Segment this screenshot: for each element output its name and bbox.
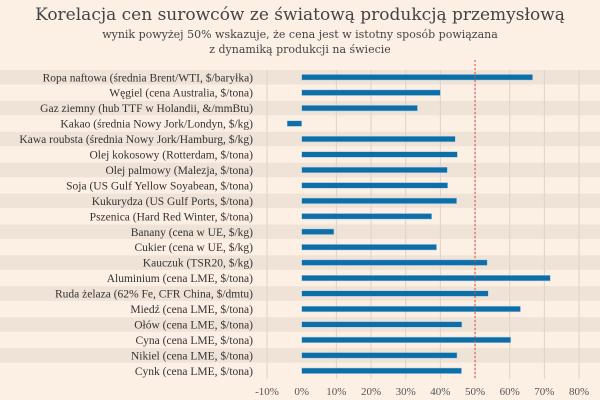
bar xyxy=(301,336,512,343)
x-tick-label: 30% xyxy=(396,386,416,398)
category-label: Olej kokosowy (Rotterdam, $/tona) xyxy=(89,149,253,162)
row-band xyxy=(0,100,600,116)
bar xyxy=(301,136,456,143)
row-band xyxy=(0,131,600,147)
x-tick-label: 0% xyxy=(294,386,309,398)
category-label: Kauczuk (TSR20, $/kg) xyxy=(143,257,253,270)
bar xyxy=(301,367,462,374)
x-tick-label: 50% xyxy=(465,386,485,398)
category-label: Cyna (cena LME, $/tona) xyxy=(135,334,253,347)
row-band xyxy=(0,193,600,209)
row-band xyxy=(0,162,600,178)
category-label: Węgiel (cena Australia, $/tona) xyxy=(109,87,253,100)
row-band xyxy=(0,70,600,85)
category-label: Ruda żelaza (62% Fe, CFR China, $/dmtu) xyxy=(55,288,253,301)
row-band xyxy=(0,224,600,239)
row-band xyxy=(0,286,600,301)
bar xyxy=(301,89,441,96)
x-tick-label: 80% xyxy=(569,386,589,398)
row-band xyxy=(0,255,600,270)
x-tick-label: -10% xyxy=(255,386,279,398)
bar xyxy=(301,352,458,359)
bar xyxy=(301,197,457,204)
bar xyxy=(301,244,437,251)
bar xyxy=(301,321,463,328)
x-tick-label: 10% xyxy=(326,386,346,398)
category-label: Soja (US Gulf Yellow Soyabean, $/tona) xyxy=(66,179,253,192)
bar xyxy=(301,151,458,158)
bar xyxy=(301,74,533,81)
bar xyxy=(301,275,551,282)
bar xyxy=(301,259,488,266)
category-label: Cynk (cena LME, $/tona) xyxy=(135,365,253,378)
x-tick-label: 70% xyxy=(534,386,554,398)
category-label: Nikiel (cena LME, $/tona) xyxy=(131,349,253,362)
category-label: Gaz ziemny (hub TTF w Holandii, &/mmBtu) xyxy=(40,103,253,115)
category-label: Aluminium (cena LME, $/tona) xyxy=(107,272,253,285)
category-label: Olej palmowy (Malezja, $/tona) xyxy=(105,164,253,177)
x-tick-label: 60% xyxy=(500,386,520,398)
row-band xyxy=(0,348,600,363)
bar xyxy=(301,228,335,235)
category-label: Cukier (cena w UE, $/kg) xyxy=(135,241,254,254)
category-label: Banany (cena w UE, $/kg) xyxy=(131,226,253,239)
bar xyxy=(301,305,521,313)
bar xyxy=(301,105,418,112)
category-label: Miedź (cena LME, $/tona) xyxy=(130,303,253,316)
category-label: Pszenica (Hard Red Winter, $/tona) xyxy=(90,210,253,223)
x-tick-label: 20% xyxy=(361,386,381,398)
bar xyxy=(286,120,302,127)
category-label: Kakao (średnia Nowy Jork/Londyn, $/kg) xyxy=(60,118,253,131)
bar xyxy=(301,213,432,220)
bar xyxy=(301,182,448,189)
row-band xyxy=(0,317,600,332)
chart-subtitle: wynik powyżej 50% wskazuje, że cena jest… xyxy=(102,28,498,56)
category-label: Ołów (cena LME, $/tona) xyxy=(134,318,253,331)
category-label: Kawa roubsta (średnia Nowy Jork/Hamburg,… xyxy=(19,133,253,146)
chart-title: Korelacja cen surowców ze światową produ… xyxy=(35,5,565,25)
category-label: Ropa naftowa (średnia Brent/WTI, $/barył… xyxy=(43,71,254,84)
category-label: Kukurydza (US Gulf Ports, $/tona) xyxy=(92,195,253,208)
bar xyxy=(301,166,448,173)
bar xyxy=(301,290,489,297)
x-tick-label: 40% xyxy=(430,386,450,398)
